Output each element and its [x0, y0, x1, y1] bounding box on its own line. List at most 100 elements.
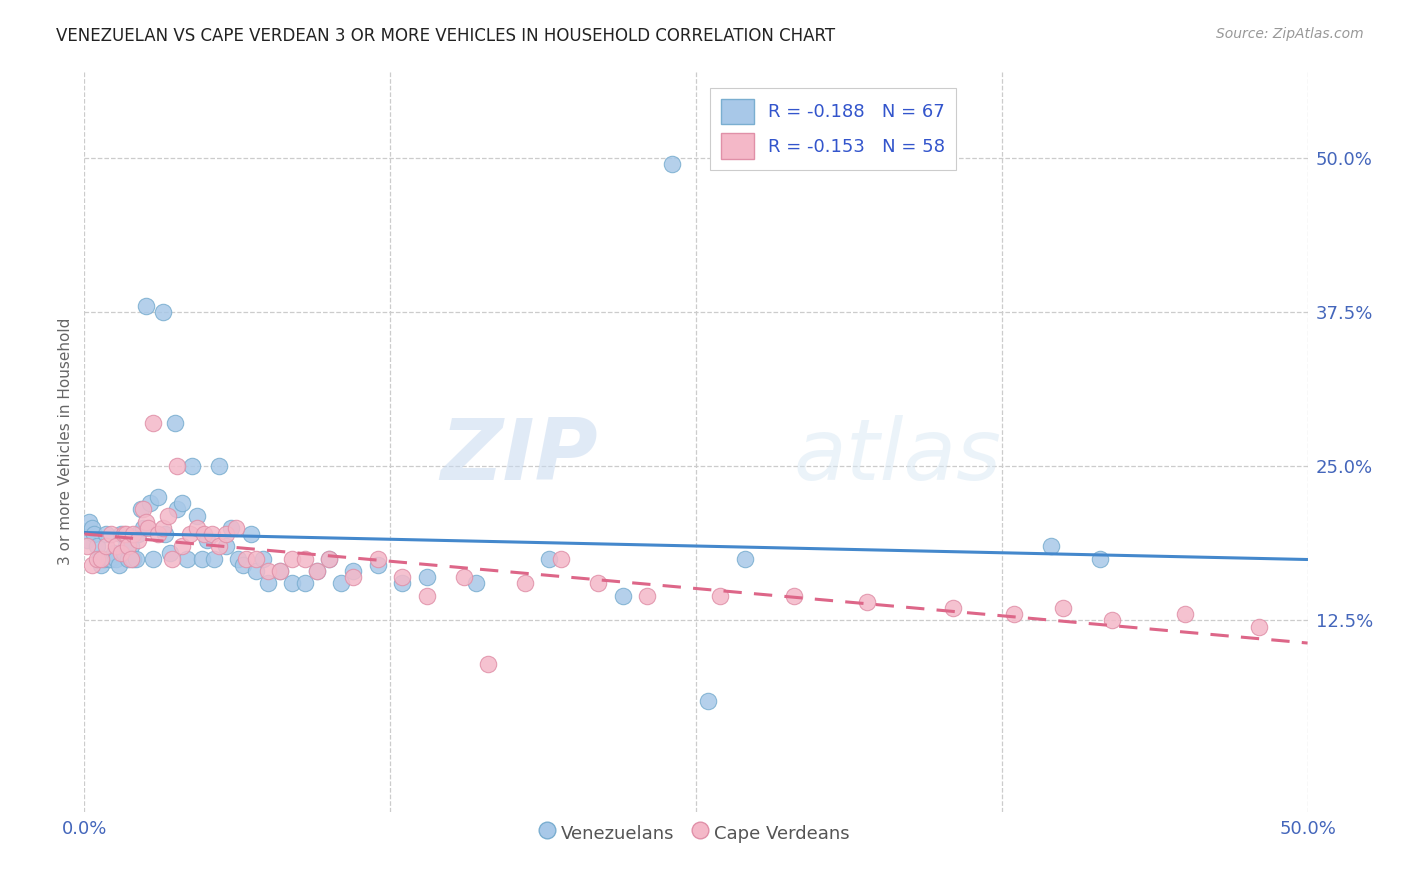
Point: [80, 521, 103, 535]
Point: [77, 515, 100, 529]
Point: [86, 551, 108, 566]
Point: [117, 540, 139, 554]
Point: [191, 551, 214, 566]
Point: [162, 551, 184, 566]
Point: [83, 527, 105, 541]
Point: [219, 521, 242, 535]
Point: [734, 551, 756, 566]
Point: [153, 527, 176, 541]
Point: [416, 570, 439, 584]
Point: [100, 551, 122, 566]
Point: [1002, 607, 1025, 622]
Point: [1088, 551, 1111, 566]
Point: [80, 558, 103, 572]
Point: [112, 527, 135, 541]
Point: [172, 540, 194, 554]
Point: [110, 527, 132, 541]
Point: [228, 551, 250, 566]
Point: [86, 540, 108, 554]
Point: [453, 570, 475, 584]
Point: [156, 508, 179, 523]
Point: [416, 589, 439, 603]
Point: [100, 527, 122, 541]
Point: [193, 527, 215, 541]
Point: [215, 540, 238, 554]
Point: [181, 459, 204, 474]
Point: [1174, 607, 1197, 622]
Point: [135, 299, 157, 313]
Point: [342, 564, 364, 578]
Point: [330, 576, 353, 591]
Point: [208, 459, 231, 474]
Point: [127, 527, 149, 541]
Point: [1039, 540, 1062, 554]
Point: [152, 521, 174, 535]
Point: [127, 533, 149, 548]
Point: [513, 576, 536, 591]
Point: [152, 305, 174, 319]
Point: [215, 527, 238, 541]
Point: [709, 589, 731, 603]
Point: [269, 564, 291, 578]
Point: [142, 416, 165, 430]
Point: [105, 551, 128, 566]
Point: [257, 576, 280, 591]
Point: [239, 527, 262, 541]
Point: [110, 546, 132, 560]
Point: [269, 564, 291, 578]
Point: [305, 564, 328, 578]
Point: [661, 157, 683, 171]
Point: [464, 576, 486, 591]
Point: [120, 551, 142, 566]
Point: [856, 595, 879, 609]
Point: [783, 589, 806, 603]
Point: [146, 527, 169, 541]
Point: [112, 546, 135, 560]
Point: [195, 533, 218, 548]
Point: [245, 551, 267, 566]
Point: [159, 546, 181, 560]
Point: [179, 527, 201, 541]
Point: [942, 601, 965, 615]
Point: [225, 521, 247, 535]
Legend: Venezuelans, Cape Verdeans: Venezuelans, Cape Verdeans: [536, 814, 856, 851]
Point: [1247, 619, 1270, 633]
Point: [208, 540, 231, 554]
Point: [132, 521, 155, 535]
Point: [166, 502, 188, 516]
Point: [281, 551, 304, 566]
Point: [115, 527, 138, 541]
Point: [176, 551, 198, 566]
Point: [235, 551, 257, 566]
Point: [318, 551, 340, 566]
Point: [90, 558, 112, 572]
Point: [125, 551, 148, 566]
Point: [90, 551, 112, 566]
Point: [367, 558, 389, 572]
Point: [1052, 601, 1074, 615]
Point: [139, 496, 162, 510]
Point: [697, 694, 720, 708]
Point: [97, 551, 120, 566]
Point: [294, 576, 316, 591]
Point: [232, 558, 254, 572]
Point: [96, 540, 118, 554]
Point: [135, 515, 157, 529]
Point: [186, 521, 208, 535]
Point: [96, 527, 118, 541]
Text: ZIP: ZIP: [440, 415, 598, 498]
Point: [318, 551, 340, 566]
Point: [186, 508, 208, 523]
Text: VENEZUELAN VS CAPE VERDEAN 3 OR MORE VEHICLES IN HOUSEHOLD CORRELATION CHART: VENEZUELAN VS CAPE VERDEAN 3 OR MORE VEH…: [56, 27, 835, 45]
Point: [163, 416, 186, 430]
Point: [202, 551, 225, 566]
Point: [172, 496, 194, 510]
Point: [136, 521, 159, 535]
Point: [342, 570, 364, 584]
Point: [93, 551, 115, 566]
Point: [107, 558, 129, 572]
Point: [391, 570, 413, 584]
Y-axis label: 3 or more Vehicles in Household: 3 or more Vehicles in Household: [58, 318, 73, 566]
Point: [305, 564, 328, 578]
Point: [76, 533, 98, 548]
